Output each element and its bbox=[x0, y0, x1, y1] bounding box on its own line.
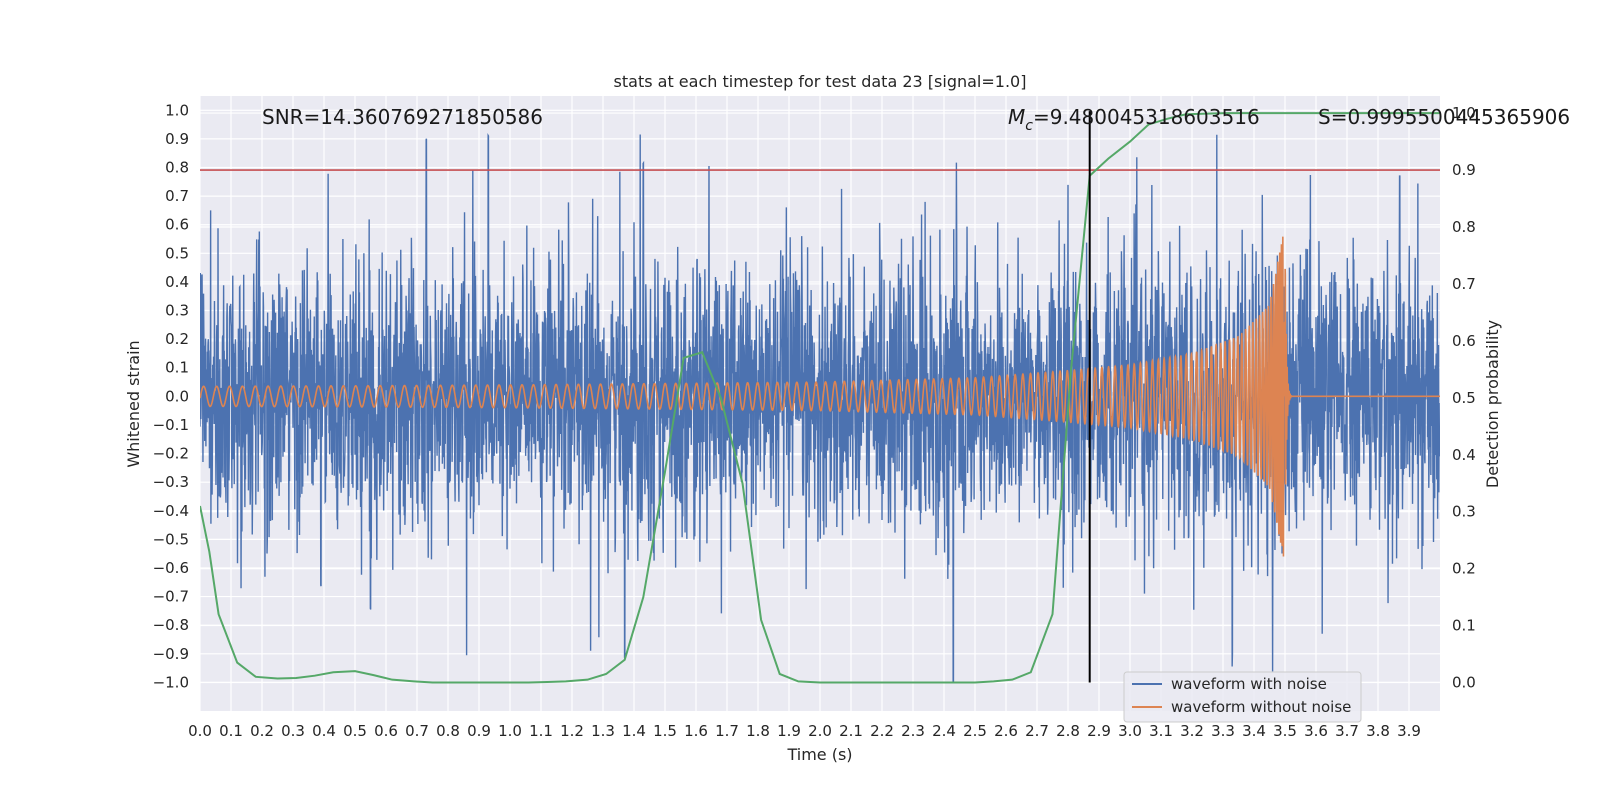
x-tick-label: 1.4 bbox=[622, 722, 646, 740]
legend-box bbox=[1123, 671, 1362, 723]
y-tick-label: −1.0 bbox=[153, 673, 189, 691]
y-right-tick-label: 0.1 bbox=[1452, 617, 1476, 635]
y-tick-label: −0.6 bbox=[153, 559, 189, 577]
y-tick-label: −0.9 bbox=[153, 645, 189, 663]
y-right-tick-label: 1.0 bbox=[1452, 104, 1476, 122]
y-tick-label: −0.3 bbox=[153, 473, 189, 491]
x-tick-label: 1.2 bbox=[560, 722, 584, 740]
x-tick-label: 1.6 bbox=[684, 722, 708, 740]
y-tick-label: −0.5 bbox=[153, 530, 189, 548]
y-axis-label: Whitened strain bbox=[124, 340, 143, 467]
x-tick-label: 1.3 bbox=[591, 722, 615, 740]
x-tick-label: 2.9 bbox=[1087, 722, 1111, 740]
x-tick-label: 0.0 bbox=[188, 722, 212, 740]
x-tick-label: 2.8 bbox=[1056, 722, 1080, 740]
x-tick-label: 0.6 bbox=[374, 722, 398, 740]
series-detection-probability bbox=[200, 112, 1440, 684]
x-tick-label: 3.5 bbox=[1273, 722, 1297, 740]
x-tick-label: 3.9 bbox=[1397, 722, 1421, 740]
chart-title: stats at each timestep for test data 23 … bbox=[614, 72, 1027, 91]
x-tick-label: 3.2 bbox=[1180, 722, 1204, 740]
y-tick-label: −0.7 bbox=[153, 588, 189, 606]
x-tick-label: 3.4 bbox=[1242, 722, 1266, 740]
y-right-tick-label: 0.6 bbox=[1452, 332, 1476, 350]
chirp-mass-subscript: c bbox=[1025, 118, 1033, 134]
y-tick-label: −0.1 bbox=[153, 416, 189, 434]
x-tick-label: 1.1 bbox=[529, 722, 553, 740]
x-tick-label: 0.4 bbox=[312, 722, 336, 740]
y-right-tick-label: 0.5 bbox=[1452, 389, 1476, 407]
y-tick-label: 0.1 bbox=[165, 359, 189, 377]
y-tick-label: 0.8 bbox=[165, 159, 189, 177]
series-waveform-without-noise bbox=[200, 236, 1440, 557]
x-tick-label: 2.3 bbox=[901, 722, 925, 740]
snr-annotation: SNR=14.360769271850586 bbox=[262, 105, 543, 129]
y-tick-label: 0.9 bbox=[165, 130, 189, 148]
x-axis-ticks: 0.0 0.1 0.2 0.3 0.4 0.5 0.6 0.7 0.8 0.9 1.0 1.1 1.2 1… bbox=[188, 722, 1421, 740]
x-tick-label: 2.7 bbox=[1025, 722, 1049, 740]
y-tick-label: −0.2 bbox=[153, 445, 189, 463]
x-tick-label: 2.0 bbox=[808, 722, 832, 740]
y-right-tick-label: 0.9 bbox=[1452, 161, 1476, 179]
x-tick-label: 0.8 bbox=[436, 722, 460, 740]
y-right-tick-label: 0.4 bbox=[1452, 446, 1476, 464]
x-tick-label: 3.1 bbox=[1149, 722, 1173, 740]
y-tick-label: 0.6 bbox=[165, 216, 189, 234]
x-tick-label: 3.7 bbox=[1335, 722, 1359, 740]
chirp-mass-value: =9.480045318603516 bbox=[1033, 105, 1260, 129]
y-tick-label: −0.4 bbox=[153, 502, 189, 520]
y-axis-ticks: 1.0 0.9 0.8 0.7 0.6 0.5 0.4 0.3 0.2 0.1 0.0 −0.1 −0.… bbox=[153, 101, 189, 691]
x-tick-label: 0.3 bbox=[281, 722, 305, 740]
y-tick-label: 0.0 bbox=[165, 387, 189, 405]
x-tick-label: 1.8 bbox=[746, 722, 770, 740]
x-tick-label: 2.5 bbox=[963, 722, 987, 740]
chirp-mass-annotation: Mc=9.480045318603516 bbox=[1008, 105, 1260, 134]
y-tick-label: 0.3 bbox=[165, 302, 189, 320]
chirp-mass-symbol: M bbox=[1008, 105, 1025, 129]
y-right-tick-label: 0.3 bbox=[1452, 503, 1476, 521]
y-right-axis-label: Detection probability bbox=[1483, 320, 1502, 488]
series-waveform-with-noise bbox=[200, 132, 1440, 684]
y-tick-label: 0.5 bbox=[165, 244, 189, 262]
y-right-tick-label: 0.8 bbox=[1452, 218, 1476, 236]
x-tick-label: 2.1 bbox=[839, 722, 863, 740]
legend-label-noise: waveform with noise bbox=[1171, 675, 1327, 693]
x-tick-label: 3.6 bbox=[1304, 722, 1328, 740]
legend-label-clean: waveform without noise bbox=[1171, 698, 1351, 716]
y-right-tick-label: 0.7 bbox=[1452, 275, 1476, 293]
x-axis-label: Time (s) bbox=[786, 745, 852, 764]
y-tick-label: 1.0 bbox=[165, 101, 189, 119]
x-tick-label: 2.2 bbox=[870, 722, 894, 740]
y-tick-label: 0.7 bbox=[165, 187, 189, 205]
x-tick-label: 1.5 bbox=[653, 722, 677, 740]
x-tick-label: 2.4 bbox=[932, 722, 956, 740]
x-tick-label: 0.9 bbox=[467, 722, 491, 740]
y-right-tick-label: 0.0 bbox=[1452, 674, 1476, 692]
y-tick-label: 0.2 bbox=[165, 330, 189, 348]
x-tick-label: 3.8 bbox=[1366, 722, 1390, 740]
x-tick-label: 3.3 bbox=[1211, 722, 1235, 740]
x-tick-label: 2.6 bbox=[994, 722, 1018, 740]
y-right-axis-ticks: 1.0 0.9 0.8 0.7 0.6 0.5 0.4 0.3 0.2 0.1 0.0 bbox=[1452, 104, 1476, 691]
score-annotation: S=0.9995500445365906 bbox=[1318, 105, 1570, 129]
x-tick-label: 0.2 bbox=[250, 722, 274, 740]
x-tick-label: 0.7 bbox=[405, 722, 429, 740]
y-tick-label: 0.4 bbox=[165, 273, 189, 291]
x-tick-label: 0.1 bbox=[219, 722, 243, 740]
legend: waveform with noise waveform without noi… bbox=[1123, 671, 1362, 723]
x-tick-label: 1.0 bbox=[498, 722, 522, 740]
x-tick-label: 1.9 bbox=[777, 722, 801, 740]
y-tick-label: −0.8 bbox=[153, 616, 189, 634]
x-tick-label: 0.5 bbox=[343, 722, 367, 740]
y-right-tick-label: 0.2 bbox=[1452, 560, 1476, 578]
x-tick-label: 1.7 bbox=[715, 722, 739, 740]
x-tick-label: 3.0 bbox=[1118, 722, 1142, 740]
